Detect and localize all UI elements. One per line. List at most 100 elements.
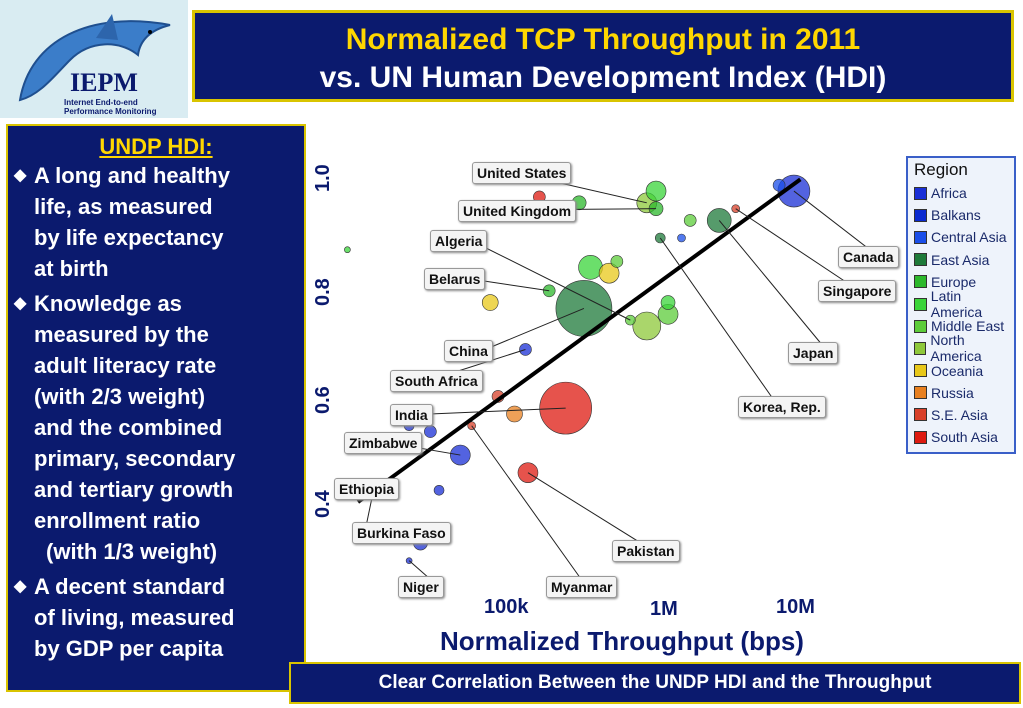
legend-label: Europe bbox=[931, 273, 977, 290]
data-point bbox=[677, 233, 686, 243]
callout-leader bbox=[471, 425, 587, 587]
logo-subtext-2: Performance Monitoring bbox=[64, 107, 157, 116]
data-point bbox=[424, 425, 437, 438]
definition-line: adult literacy rate bbox=[34, 353, 217, 378]
logo-subtext-1: Internet End-to-end bbox=[64, 98, 138, 107]
legend-swatch bbox=[914, 208, 927, 222]
x-tick-label: 100k bbox=[484, 596, 529, 618]
x-tick-label: 1M bbox=[650, 598, 678, 620]
data-point bbox=[433, 484, 445, 496]
legend-swatch bbox=[914, 319, 927, 333]
data-point bbox=[772, 178, 786, 192]
callout-leader bbox=[527, 472, 653, 551]
y-tick-label: 0.8 bbox=[312, 278, 334, 306]
legend-label: Central Asia bbox=[931, 229, 1007, 246]
callout-leader bbox=[483, 307, 585, 351]
callout-leader bbox=[469, 239, 631, 321]
legend-label: Oceania bbox=[931, 362, 984, 379]
y-tick-label: 0.4 bbox=[312, 490, 334, 518]
legend-item: East Asia bbox=[908, 249, 1014, 271]
data-point bbox=[706, 208, 732, 233]
x-tick-label: 10M bbox=[776, 596, 815, 618]
callout-label: South Africa bbox=[390, 370, 483, 392]
legend-swatch bbox=[914, 408, 927, 422]
callout-label: Japan bbox=[788, 342, 839, 364]
legend-label: Balkans bbox=[931, 207, 981, 224]
legend-swatch bbox=[914, 364, 927, 378]
data-point bbox=[654, 232, 666, 244]
legend-item: Central Asia bbox=[908, 226, 1014, 248]
page-title: Normalized TCP Throughput in 2011 bbox=[345, 23, 861, 56]
legend-item: Oceania bbox=[908, 360, 1014, 382]
callout-label: China bbox=[444, 340, 493, 362]
callout-label: Korea, Rep. bbox=[738, 396, 826, 418]
data-point bbox=[683, 214, 697, 227]
y-tick-label: 1.0 bbox=[312, 164, 334, 192]
definition-item-living: ◆ A decent standard of living, measured … bbox=[8, 571, 298, 664]
data-point bbox=[481, 294, 499, 311]
logo-text: IEPM bbox=[70, 68, 138, 97]
diamond-bullet-icon: ◆ bbox=[14, 578, 27, 595]
legend-label: East Asia bbox=[931, 251, 990, 268]
definition-line: by GDP per capita bbox=[34, 636, 224, 661]
callout-leader bbox=[659, 237, 779, 407]
legend-swatch bbox=[914, 253, 927, 267]
panel-header: UNDP HDI: bbox=[99, 134, 213, 159]
diamond-bullet-icon: ◆ bbox=[14, 295, 27, 312]
trend-line bbox=[356, 177, 802, 504]
legend-item: Latin America bbox=[908, 288, 1014, 320]
callout-label: Singapore bbox=[818, 280, 897, 302]
definition-item-health: ◆ A long and healthy life, as measured b… bbox=[8, 160, 298, 284]
data-point bbox=[660, 295, 676, 310]
callout-label: Pakistan bbox=[612, 540, 680, 562]
definition-line: A long and healthy bbox=[34, 163, 230, 188]
legend-label: South Asia bbox=[931, 429, 998, 446]
definition-line: and the combined bbox=[34, 415, 223, 440]
legend-item: Middle East bbox=[908, 315, 1014, 337]
legend-item: South Asia bbox=[908, 426, 1014, 448]
data-point bbox=[645, 180, 667, 202]
legend-swatch bbox=[914, 297, 927, 311]
data-point bbox=[539, 381, 592, 435]
dolphin-logo-icon bbox=[18, 14, 171, 102]
title-banner: Normalized TCP Throughput in 2011 vs. UN… bbox=[192, 10, 1014, 102]
definition-line: at birth bbox=[34, 256, 109, 281]
data-point bbox=[632, 311, 662, 341]
legend-title: Region bbox=[914, 160, 968, 179]
definition-line: A decent standard bbox=[34, 574, 226, 599]
definition-line: (with 1/3 weight) bbox=[46, 539, 218, 564]
x-axis-label: Normalized Throughput (bps) bbox=[440, 626, 804, 656]
callout-label: Burkina Faso bbox=[352, 522, 451, 544]
legend-label: Russia bbox=[931, 384, 974, 401]
callout-leader bbox=[735, 208, 859, 291]
diamond-bullet-icon: ◆ bbox=[14, 167, 27, 184]
legend-item: Africa bbox=[908, 182, 1014, 204]
legend-item: North America bbox=[908, 332, 1014, 364]
legend-label: S.E. Asia bbox=[931, 406, 988, 423]
callout-label: Zimbabwe bbox=[344, 432, 423, 454]
callout-leader bbox=[793, 190, 879, 257]
callout-label: Canada bbox=[838, 246, 899, 268]
definition-line: Knowledge as bbox=[34, 291, 182, 316]
legend-swatch bbox=[914, 275, 927, 289]
data-point bbox=[610, 255, 624, 268]
callout-label: Myanmar bbox=[546, 576, 618, 598]
legend-swatch bbox=[914, 186, 927, 200]
definition-line: and tertiary growth bbox=[34, 477, 234, 502]
callout-leader bbox=[718, 220, 829, 353]
definition-item-knowledge: ◆ Knowledge as measured by the adult lit… bbox=[8, 288, 298, 567]
definition-line: enrollment ratio bbox=[34, 508, 201, 533]
logo: IEPM Internet End-to-end Performance Mon… bbox=[0, 0, 188, 118]
data-point bbox=[598, 262, 620, 284]
legend-label: Middle East bbox=[931, 318, 1005, 335]
data-point bbox=[542, 284, 556, 298]
data-point bbox=[506, 405, 523, 423]
y-tick-label: 0.6 bbox=[312, 386, 334, 414]
legend-item: S.E. Asia bbox=[908, 404, 1014, 426]
footer-caption: Clear Correlation Between the UNDP HDI a… bbox=[289, 662, 1021, 704]
definition-line: (with 2/3 weight) bbox=[34, 384, 206, 409]
legend-item: Europe bbox=[908, 271, 1014, 293]
definition-line: of living, measured bbox=[34, 605, 235, 630]
definition-line: measured by the bbox=[34, 322, 209, 347]
callout-label: United States bbox=[472, 162, 572, 184]
